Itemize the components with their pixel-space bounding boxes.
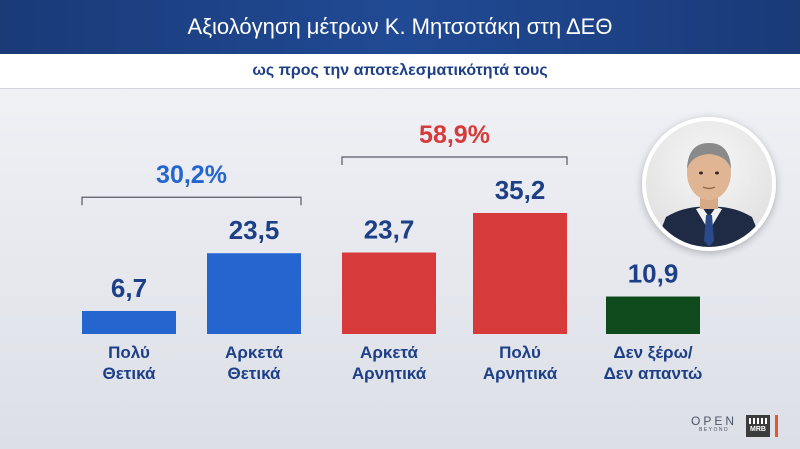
bar: [342, 252, 436, 334]
bar-value-label: 23,7: [364, 215, 415, 245]
open-logo-text: OPEN: [690, 414, 737, 428]
group-bracket: [81, 196, 302, 206]
bar: [82, 310, 176, 334]
mrb-logo: MRB: [746, 415, 770, 437]
category-label: Πολύ: [499, 343, 541, 362]
category-label: Αρνητικά: [352, 364, 427, 383]
politician-portrait-icon: [642, 117, 776, 251]
open-logo-subtext: BEYOND: [698, 427, 730, 433]
logo-accent-bar: [775, 415, 778, 437]
category-label: Αρκετά: [225, 343, 283, 362]
bar-value-label: 23,5: [229, 215, 280, 245]
bar: [473, 213, 567, 334]
bar-value-label: 6,7: [111, 273, 147, 303]
category-label: Αρνητικά: [483, 364, 558, 383]
category-label: Θετικά: [103, 364, 157, 383]
group-total-label: 30,2%: [156, 161, 227, 189]
bar-value-label: 35,2: [495, 175, 546, 205]
category-label: Πολύ: [108, 343, 150, 362]
group-bracket: [341, 156, 568, 165]
category-label: Δεν απαντώ: [604, 364, 703, 383]
bar: [207, 253, 301, 334]
group-total-label: 58,9%: [419, 121, 490, 149]
chart-title: Αξιολόγηση μέτρων Κ. Μητσοτάκη στη ΔΕΘ: [0, 0, 800, 54]
category-label: Θετικά: [228, 364, 282, 383]
open-beyond-logo: OPEN BEYOND: [688, 414, 740, 433]
bar: [606, 296, 700, 334]
category-label: Αρκετά: [360, 343, 418, 362]
chart-subtitle: ως προς την αποτελεσματικότητά τους: [0, 54, 800, 89]
category-label: Δεν ξέρω/: [613, 343, 693, 362]
bar-value-label: 10,9: [628, 259, 679, 289]
